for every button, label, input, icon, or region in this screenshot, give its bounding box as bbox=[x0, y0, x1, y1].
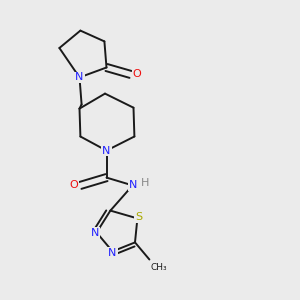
Text: O: O bbox=[133, 69, 142, 80]
Text: N: N bbox=[75, 72, 84, 82]
Text: N: N bbox=[91, 227, 99, 238]
Text: N: N bbox=[128, 180, 137, 190]
Text: S: S bbox=[135, 212, 142, 222]
Text: N: N bbox=[102, 146, 111, 156]
Text: H: H bbox=[140, 178, 149, 188]
Text: N: N bbox=[108, 248, 117, 258]
Text: O: O bbox=[69, 180, 78, 190]
Text: CH₃: CH₃ bbox=[151, 262, 167, 272]
